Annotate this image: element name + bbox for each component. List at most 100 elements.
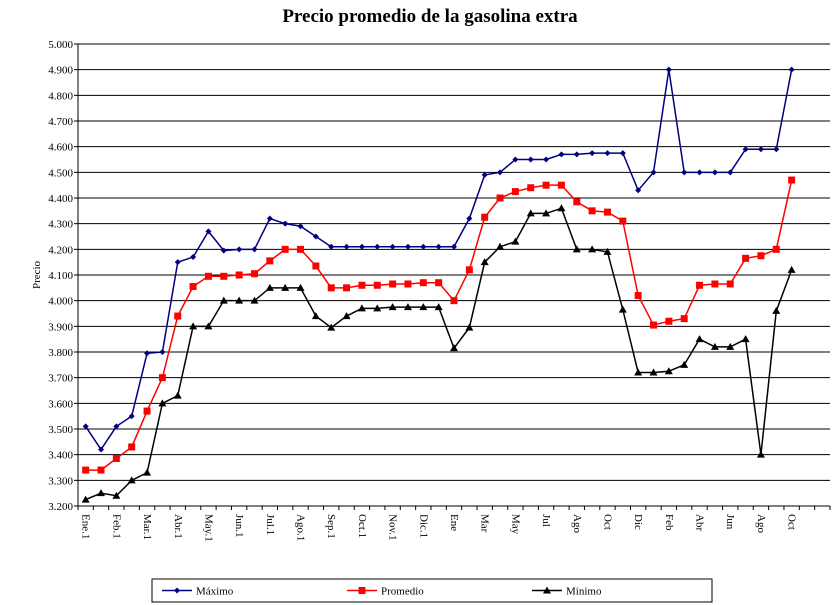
y-tick-label: 3.500 xyxy=(48,424,73,436)
point xyxy=(465,323,474,331)
y-tick-label: 3.700 xyxy=(48,373,73,385)
point xyxy=(343,243,350,250)
point xyxy=(635,187,642,194)
point xyxy=(236,246,243,253)
point xyxy=(681,169,688,176)
point xyxy=(389,280,397,288)
point xyxy=(266,215,273,222)
point xyxy=(665,66,672,73)
point xyxy=(251,246,258,253)
y-tick-label: 3.200 xyxy=(48,501,73,513)
point xyxy=(250,296,259,304)
point xyxy=(358,281,366,289)
y-tick-label: 4.400 xyxy=(48,193,73,205)
y-tick-label: 4.000 xyxy=(48,296,73,308)
x-tick-label: Jul.1 xyxy=(264,514,276,535)
legend-label: Máximo xyxy=(196,586,234,598)
point xyxy=(281,245,289,253)
x-tick-label: Ene xyxy=(448,514,460,531)
y-tick-label: 3.600 xyxy=(48,398,73,410)
x-tick-label: Jun xyxy=(724,514,736,530)
y-axis-label: Precio xyxy=(31,260,43,289)
point xyxy=(174,259,181,266)
x-tick-label: Dic.1 xyxy=(417,514,429,538)
x-tick-label: Oct xyxy=(786,514,798,530)
point xyxy=(219,296,228,304)
point xyxy=(144,350,151,357)
point xyxy=(112,491,121,499)
point xyxy=(618,305,627,313)
point xyxy=(543,156,550,163)
point xyxy=(82,423,89,430)
point xyxy=(680,315,688,323)
point xyxy=(327,323,336,331)
point xyxy=(98,446,105,453)
point xyxy=(127,476,136,484)
point xyxy=(97,489,106,497)
point xyxy=(741,335,750,343)
point xyxy=(526,209,535,217)
point xyxy=(787,265,796,273)
y-tick-label: 3.800 xyxy=(48,347,73,359)
point xyxy=(480,258,489,266)
point xyxy=(589,150,596,157)
x-tick-label: Mar xyxy=(479,514,491,533)
y-tick-label: 4.800 xyxy=(48,90,73,102)
point xyxy=(527,184,535,192)
point xyxy=(527,156,534,163)
point xyxy=(327,284,335,292)
legend-label: Mínimo xyxy=(566,586,602,598)
point xyxy=(266,257,274,265)
point xyxy=(174,587,180,594)
point xyxy=(204,322,213,330)
point xyxy=(296,283,305,291)
point xyxy=(297,223,304,230)
point xyxy=(711,280,719,288)
point xyxy=(695,335,704,343)
point xyxy=(588,245,597,253)
point xyxy=(190,254,197,261)
point xyxy=(619,217,627,225)
series-line xyxy=(85,69,793,451)
point xyxy=(250,270,258,278)
point xyxy=(664,367,673,375)
point xyxy=(373,281,381,289)
point xyxy=(481,171,488,178)
point xyxy=(174,312,182,320)
chart-title: Precio promedio de la gasolina extra xyxy=(282,6,578,27)
point xyxy=(388,303,397,311)
point xyxy=(788,176,796,184)
x-tick-label: Abr.1 xyxy=(172,514,184,539)
point xyxy=(542,181,550,189)
point xyxy=(588,207,596,215)
x-tick-label: May xyxy=(509,514,521,535)
point xyxy=(205,228,212,235)
x-tick-label: Mar.1 xyxy=(141,514,153,540)
point xyxy=(358,587,366,594)
point xyxy=(159,349,166,355)
y-tick-label: 4.100 xyxy=(48,270,73,282)
point xyxy=(450,297,458,305)
point xyxy=(496,194,504,202)
point xyxy=(403,303,412,311)
x-tick-label: Jul xyxy=(540,514,552,527)
point xyxy=(357,304,366,312)
point xyxy=(419,303,428,311)
point xyxy=(558,151,565,158)
point xyxy=(419,279,427,287)
point xyxy=(572,245,581,253)
point xyxy=(343,284,351,292)
y-tick-label: 4.500 xyxy=(48,167,73,179)
point xyxy=(158,374,166,382)
point xyxy=(113,423,120,430)
point xyxy=(235,296,244,304)
point xyxy=(189,322,198,330)
x-tick-label: Oct.1 xyxy=(356,514,368,538)
point xyxy=(466,215,473,222)
point xyxy=(81,495,90,503)
point xyxy=(158,399,167,407)
point xyxy=(542,209,551,217)
point xyxy=(710,342,719,350)
point xyxy=(573,151,580,158)
